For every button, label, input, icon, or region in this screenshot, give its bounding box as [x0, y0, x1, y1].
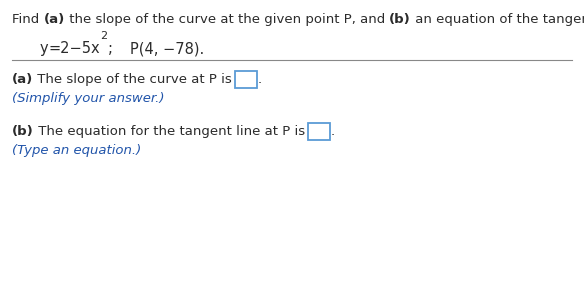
Text: y: y [40, 41, 48, 56]
Text: The equation for the tangent line at P is: The equation for the tangent line at P i… [34, 125, 305, 138]
Text: (Type an equation.): (Type an equation.) [12, 144, 141, 157]
Text: The slope of the curve at P is: The slope of the curve at P is [33, 73, 232, 86]
Text: .: . [331, 125, 335, 138]
Text: (a): (a) [12, 73, 33, 86]
Text: the slope of the curve at the given point P, and: the slope of the curve at the given poin… [65, 13, 390, 26]
Text: an equation of the tangent line at P.: an equation of the tangent line at P. [411, 13, 584, 26]
Bar [235, 71, 257, 88]
Text: 2: 2 [100, 31, 107, 41]
Text: (Simplify your answer.): (Simplify your answer.) [12, 92, 165, 105]
Text: (b): (b) [12, 125, 34, 138]
Text: (a): (a) [43, 13, 65, 26]
Bar [308, 123, 330, 140]
Text: P(4, −78).: P(4, −78). [130, 41, 204, 56]
Text: ;: ; [107, 41, 112, 56]
Text: .: . [258, 73, 262, 86]
Text: =2−5x: =2−5x [48, 41, 100, 56]
Text: Find: Find [12, 13, 43, 26]
Text: (b): (b) [390, 13, 411, 26]
